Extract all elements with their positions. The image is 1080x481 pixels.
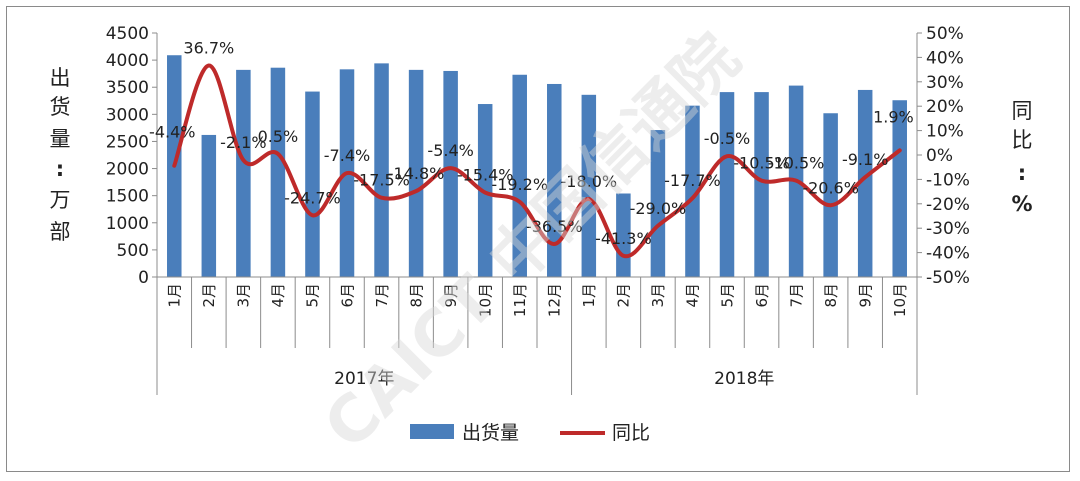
month-label: 10月 [476,283,494,317]
left-tick-label: 2000 [106,160,149,180]
yoy-data-label: 0.5% [258,127,299,146]
bar-2 [201,134,217,277]
left-axis-title-char: 货 [50,95,71,119]
month-label: 5月 [304,283,322,308]
month-label: 1月 [580,283,598,308]
month-label: 8月 [407,283,425,308]
yoy-data-label: -10.5% [768,154,825,173]
left-axis-title-char: 部 [50,220,71,244]
yoy-data-label: -5.4% [427,141,473,160]
legend-line-label: 同比 [612,422,650,444]
bar-9 [443,70,458,277]
right-tick-label: 40% [926,48,964,68]
left-tick-label: 2500 [106,132,149,152]
yoy-data-label: 1.9% [873,107,914,126]
month-label: 12月 [546,283,564,317]
bar-17 [719,92,735,277]
month-label: 3月 [235,283,253,308]
yoy-data-label: -41.3% [595,229,652,248]
yoy-data-label: -0.5% [704,129,750,148]
left-tick-label: 1500 [106,187,149,207]
right-tick-label: -20% [926,195,970,215]
right-tick-label: 0% [926,146,953,166]
month-label: 3月 [649,283,667,308]
month-label: 10月 [891,283,909,317]
bar-5 [305,91,320,277]
right-tick-label: 30% [926,73,964,93]
month-label: 6月 [753,283,771,308]
yoy-data-label: -17.5% [353,171,410,190]
month-label: 7月 [373,283,391,308]
yoy-data-label: -10.5% [733,154,790,173]
right-axis-title-char: 比 [1012,128,1033,152]
legend-bar-swatch [410,424,454,439]
right-tick-label: 20% [926,97,964,117]
right-tick-label: -10% [926,170,970,190]
yoy-data-label: -7.4% [324,146,370,165]
year-label: 2018年 [714,369,774,389]
month-label: 11月 [511,283,529,317]
left-axis-title-char: : [56,157,64,181]
bar-8 [408,69,424,277]
yoy-data-label: -24.7% [284,188,341,207]
legend-bar-label: 出货量 [462,422,519,444]
left-axis-title-char: 出 [50,66,71,90]
left-tick-label: 4000 [106,51,149,71]
yoy-data-label: -14.8% [388,164,445,183]
left-tick-label: 1000 [106,214,149,234]
yoy-data-label: -4.4% [149,123,195,142]
yoy-data-label: -18.0% [561,172,618,191]
month-label: 9月 [442,283,460,308]
month-label: 2月 [200,283,218,308]
month-label: 8月 [822,283,840,308]
bar-20 [823,113,838,277]
left-tick-label: 500 [117,241,149,261]
right-tick-label: 10% [926,122,964,142]
bar-22 [892,100,907,277]
left-tick-label: 3500 [106,78,149,98]
left-tick-label: 3000 [106,105,149,125]
right-tick-label: -40% [926,244,970,264]
month-label: 9月 [856,283,874,308]
month-label: 7月 [787,283,805,308]
bar-15 [650,130,666,277]
left-axis-title-char: 万 [50,188,71,212]
left-tick-label: 4500 [106,24,149,44]
left-axis-title-char: 量 [50,127,71,151]
bar-3 [236,69,251,277]
yoy-data-label: -36.5% [526,217,583,236]
right-axis-title-char: % [1011,192,1032,216]
right-tick-label: 50% [926,24,964,44]
right-axis-title-char: : [1018,161,1026,185]
yoy-data-label: -9.1% [842,150,888,169]
yoy-data-label: -2.1% [220,133,266,152]
bar-18 [754,92,769,277]
month-label: 2月 [615,283,633,308]
bar-11 [512,74,527,277]
bar-13 [581,94,597,278]
month-label: 4月 [684,283,702,308]
month-label: 6月 [338,283,356,308]
left-tick-label: 0 [138,268,149,288]
month-label: 1月 [166,283,184,308]
right-axis-title-char: 同 [1012,99,1033,123]
bar-12 [547,83,562,277]
yoy-data-label: 36.7% [183,38,234,57]
bar-21 [857,89,873,277]
yoy-data-label: -29.0% [630,199,687,218]
right-tick-label: -50% [926,268,970,288]
right-tick-label: -30% [926,219,970,239]
month-label: 5月 [718,283,736,308]
yoy-data-label: -20.6% [802,178,859,197]
yoy-data-label: -19.2% [491,175,548,194]
bar-7 [374,63,389,278]
month-label: 4月 [269,283,287,308]
yoy-data-label: -17.7% [664,171,721,190]
bar-16 [685,105,700,277]
yoy-data-label: -15.4% [457,166,514,185]
bar-4 [270,67,286,277]
year-label: 2017年 [334,369,394,389]
